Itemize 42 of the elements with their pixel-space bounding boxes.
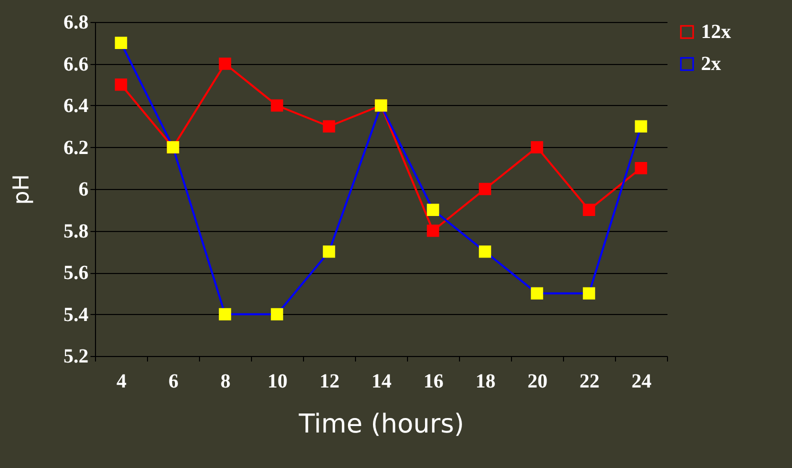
point (426, 224, 440, 237)
x-tick-label: 8 (220, 370, 230, 392)
point (426, 204, 440, 216)
point (322, 246, 336, 258)
point (270, 99, 284, 112)
point (218, 58, 232, 70)
x-axis-title: Time (hours) (298, 410, 464, 440)
y-axis-title: pH (10, 174, 34, 205)
x-tick-label: 10 (268, 370, 288, 392)
point (114, 36, 128, 49)
point (530, 141, 544, 154)
y-tick-label: 5.4 (64, 304, 88, 326)
point (478, 246, 492, 258)
point (582, 204, 596, 216)
x-tick-label: 20 (528, 370, 548, 392)
y-tick-label: 6.2 (64, 136, 88, 159)
x-tick-label: 24 (632, 370, 652, 392)
point (322, 120, 336, 132)
legend-label: 12x (701, 21, 731, 43)
x-tick-label: 16 (424, 370, 444, 392)
x-tick-label: 4 (116, 370, 126, 392)
x-tick-label: 6 (168, 370, 178, 392)
y-tick-label: 5.2 (64, 346, 88, 368)
point (530, 287, 544, 300)
y-tick-label: 6.6 (64, 53, 88, 76)
y-tick-label: 5.6 (64, 262, 88, 284)
x-tick-label: 12 (320, 370, 340, 392)
x-tick-label: 18 (476, 370, 496, 392)
point (634, 162, 648, 174)
point (634, 120, 648, 132)
point (582, 287, 596, 300)
point (114, 78, 128, 91)
y-tick-label: 5.8 (64, 220, 88, 242)
point (270, 308, 284, 320)
point (218, 308, 232, 320)
x-tick-label: 22 (580, 370, 600, 392)
legend-label: 2x (701, 53, 721, 75)
point (478, 182, 492, 196)
y-tick-label: 6.4 (64, 95, 88, 117)
y-tick-label: 6 (78, 178, 88, 200)
x-tick-label: 14 (372, 370, 392, 392)
y-tick-label: 6.8 (64, 12, 88, 34)
